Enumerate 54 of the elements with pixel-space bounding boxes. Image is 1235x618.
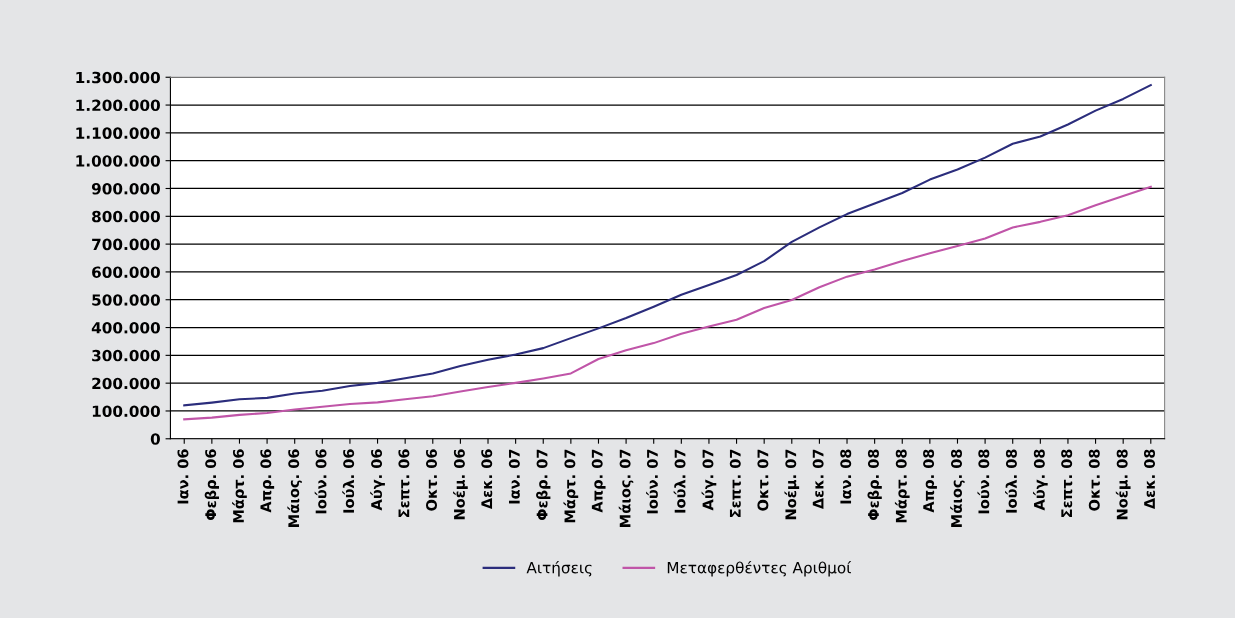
- x-tick-label: Μάιος. 08: [950, 449, 965, 527]
- y-tick-label: 200.000: [92, 377, 160, 390]
- y-tick-label: 0: [150, 433, 160, 445]
- y-tick-label: 1.000.000: [76, 155, 160, 167]
- x-tick-label: Ιαν. 06: [177, 449, 189, 504]
- x-tick-label: Οκτ. 06: [425, 449, 438, 511]
- x-tick-label: Ιούν. 08: [977, 449, 990, 514]
- legend-label: Αιτήσεις: [526, 560, 592, 577]
- line-series: [183, 84, 1152, 407]
- x-tick-label: Νοέμ. 08: [1115, 449, 1131, 520]
- y-tick-label: 600.000: [92, 266, 160, 278]
- x-tick-label: Οκτ. 07: [757, 449, 769, 511]
- x-tick-label: Ιαν. 08: [840, 449, 852, 504]
- y-tick-label: 1.100.000: [76, 127, 160, 139]
- x-tick-label: Μάρτ. 07: [563, 449, 579, 523]
- x-tick-label: Σεπτ. 06: [398, 449, 410, 517]
- y-tick-label: 100.000: [92, 405, 160, 417]
- x-tick-label: Αύγ. 06: [370, 449, 385, 511]
- x-tick-label: Ιούν. 06: [314, 449, 327, 514]
- x-tick-label: Δεκ. 08: [1144, 449, 1156, 510]
- legend-label: Μεταφερθέντες Αριθμοί: [667, 560, 852, 577]
- y-tick-label: 900.000: [91, 182, 160, 195]
- x-tick-label: Απρ. 06: [260, 449, 275, 513]
- y-tick-label: 300.000: [92, 349, 160, 362]
- x-tick-label: Μάρτ. 06: [232, 449, 247, 523]
- x-tick-label: Ιούλ. 06: [342, 449, 355, 513]
- x-tick-label: Ιούλ. 07: [673, 449, 686, 513]
- x-tick-label: Απρ. 08: [923, 449, 937, 513]
- x-tick-label: Φεβρ. 07: [536, 449, 551, 521]
- x-tick-label: Δεκ. 06: [481, 449, 493, 510]
- x-tick-label: Φεβρ. 08: [867, 449, 882, 521]
- x-tick-label: Ιούν. 07: [646, 449, 658, 514]
- x-tick-label: Δεκ. 07: [812, 449, 824, 510]
- x-tick-label: Αύγ. 08: [1032, 449, 1048, 511]
- y-tick-label: 700.000: [92, 238, 160, 251]
- y-tick-label: 400.000: [91, 322, 160, 334]
- x-tick-label: Οκτ. 08: [1088, 449, 1100, 511]
- y-tick-label: 1.300.000: [76, 71, 160, 84]
- x-tick-label: Φεβρ. 06: [204, 449, 220, 521]
- x-tick-label: Ιούλ. 08: [1005, 449, 1017, 513]
- x-tick-label: Μάιος. 07: [618, 449, 634, 527]
- y-tick-label: 1.200.000: [76, 99, 160, 112]
- x-tick-label: Μάιος. 06: [287, 449, 303, 527]
- line-series: [183, 185, 1152, 421]
- x-tick-label: Νοέμ. 06: [453, 449, 468, 520]
- y-tick-label: 800.000: [92, 210, 160, 223]
- y-tick-label: 500.000: [92, 294, 160, 306]
- x-tick-label: Αύγ. 07: [701, 449, 717, 511]
- x-tick-label: Απρ. 07: [591, 449, 606, 513]
- x-tick-label: Σεπτ. 07: [729, 449, 741, 517]
- x-tick-label: Σεπτ. 08: [1061, 449, 1073, 517]
- x-tick-label: Μάρτ. 08: [894, 449, 910, 523]
- x-tick-label: Ιαν. 07: [508, 449, 520, 504]
- x-tick-label: Νοέμ. 07: [784, 449, 800, 520]
